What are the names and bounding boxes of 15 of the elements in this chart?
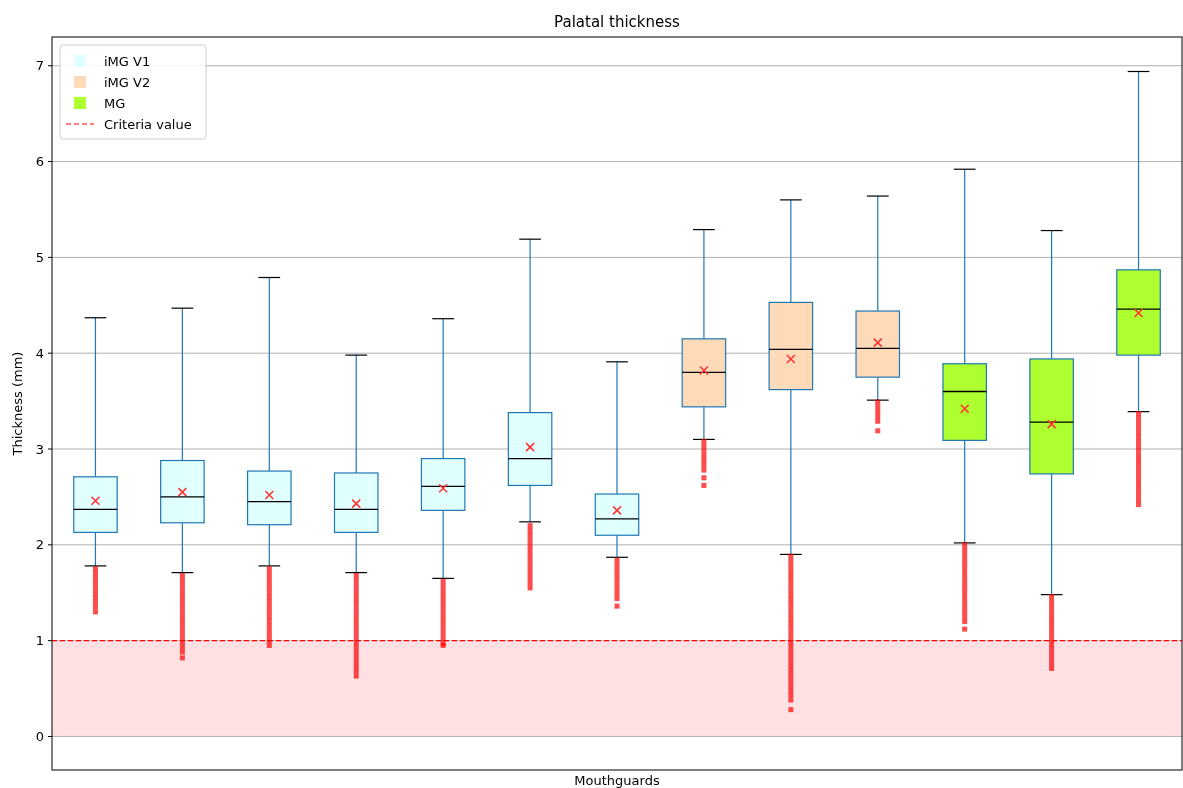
- chart-title: Palatal thickness: [554, 13, 681, 31]
- legend-label: Criteria value: [104, 116, 192, 132]
- legend-label: iMG V1: [104, 53, 151, 69]
- y-tick-label: 5: [35, 249, 44, 265]
- y-tick-label: 7: [35, 58, 44, 74]
- legend-label: MG: [104, 95, 126, 111]
- y-tick-label: 4: [35, 345, 44, 361]
- y-axis-title: Thickness (mm): [10, 351, 25, 457]
- y-tick-label: 2: [35, 537, 44, 553]
- y-tick-label: 1: [35, 633, 44, 649]
- legend-label: iMG V2: [104, 74, 151, 90]
- y-tick-label: 6: [35, 154, 44, 170]
- y-tick-label: 0: [35, 729, 44, 745]
- y-tick-label: 3: [35, 441, 44, 457]
- x-axis-title: Mouthguards: [574, 773, 660, 788]
